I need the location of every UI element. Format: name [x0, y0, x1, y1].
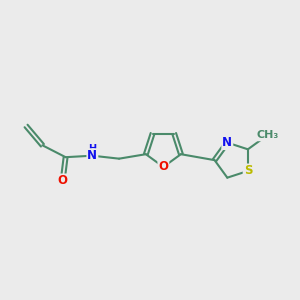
Text: N: N: [87, 149, 97, 162]
Text: N: N: [222, 136, 232, 149]
Text: H: H: [88, 144, 96, 154]
Text: S: S: [244, 164, 252, 178]
Text: O: O: [58, 175, 68, 188]
Text: CH₃: CH₃: [256, 130, 278, 140]
Text: O: O: [158, 160, 168, 173]
